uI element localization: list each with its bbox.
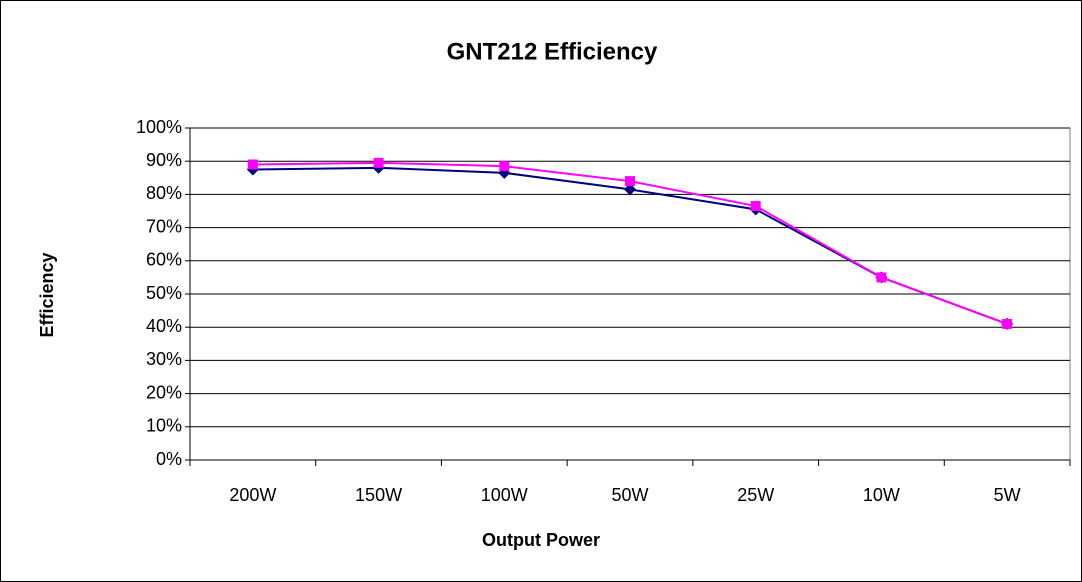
y-axis-label: Efficiency: [37, 252, 57, 337]
y-tick-label: 60%: [146, 250, 182, 270]
y-tick-label: 80%: [146, 183, 182, 203]
y-tick-label: 30%: [146, 349, 182, 369]
x-tick-label: 50W: [611, 485, 648, 505]
chart-title: GNT212 Efficiency: [447, 38, 658, 65]
y-tick-label: 0%: [156, 449, 182, 469]
marker: [625, 176, 635, 187]
y-tick-label: 20%: [146, 382, 182, 402]
y-tick-label: 100%: [136, 117, 182, 137]
x-tick-label: 200W: [229, 485, 276, 505]
y-tick-label: 70%: [146, 216, 182, 236]
y-tick-label: 10%: [146, 416, 182, 436]
marker: [247, 159, 258, 170]
y-tick-label: 90%: [146, 150, 182, 170]
marker: [499, 161, 510, 172]
marker: [624, 183, 636, 196]
x-tick-label: 25W: [737, 485, 774, 505]
x-tick-label: 100W: [481, 485, 528, 505]
y-tick-label: 40%: [146, 316, 182, 336]
x-tick-label: 150W: [355, 485, 402, 505]
x-tick-label: 5W: [994, 485, 1021, 505]
x-tick-label: 10W: [863, 485, 900, 505]
marker: [876, 272, 887, 283]
marker: [373, 157, 384, 168]
x-axis-label: Output Power: [482, 530, 600, 550]
y-tick-label: 50%: [146, 283, 182, 303]
marker: [1002, 318, 1013, 329]
marker: [750, 201, 761, 212]
